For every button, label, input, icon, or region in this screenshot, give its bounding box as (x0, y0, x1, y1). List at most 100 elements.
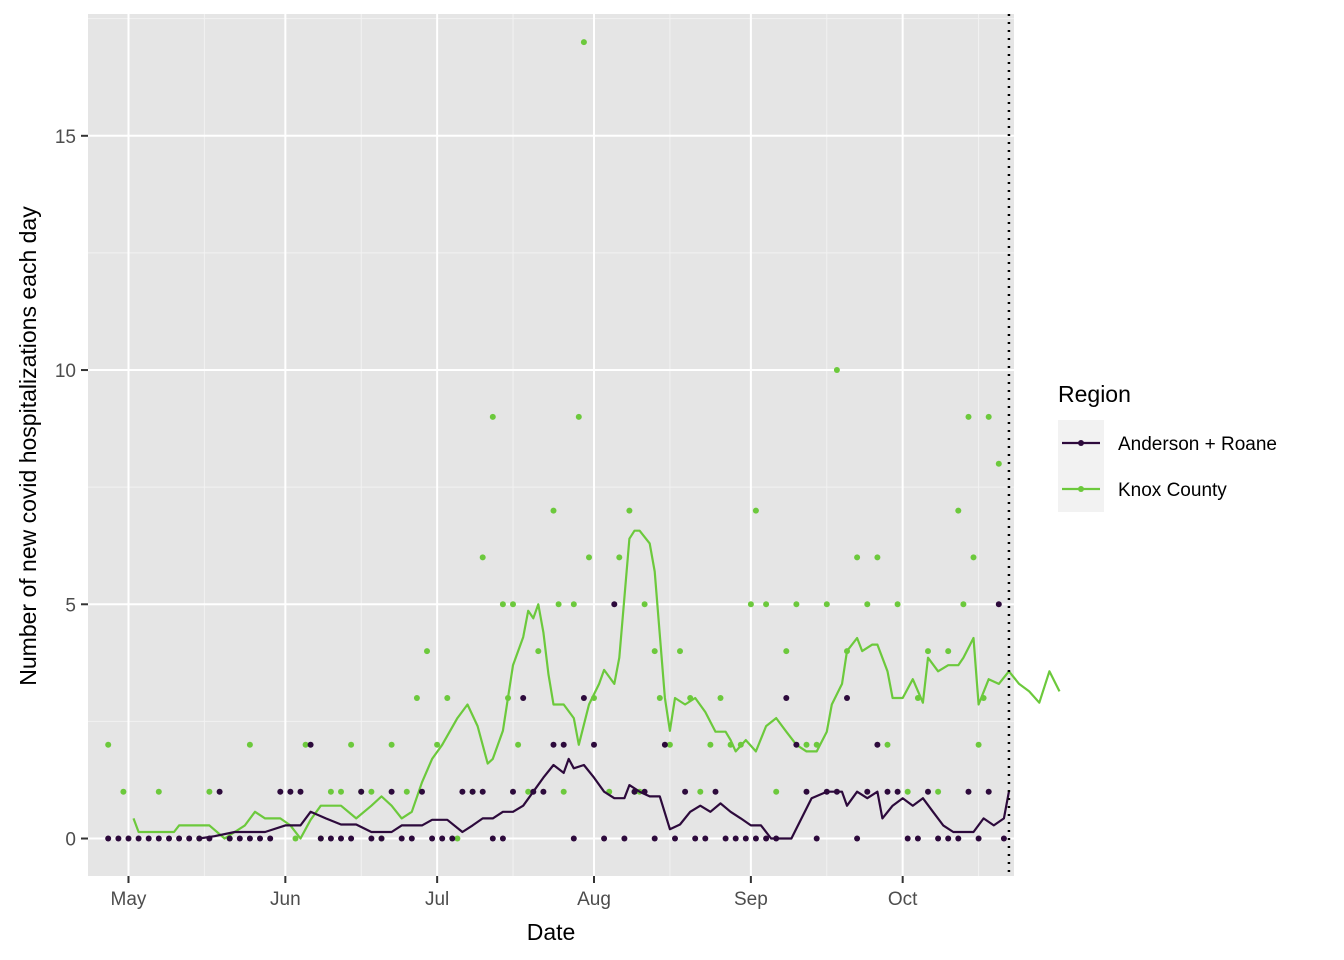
data-point-knox-county (813, 741, 820, 748)
data-point-anderson-roane (439, 835, 446, 842)
data-point-anderson-roane (935, 835, 942, 842)
data-point-knox-county (555, 601, 562, 608)
data-point-anderson-roane (429, 835, 436, 842)
series-layer (105, 39, 1061, 842)
data-point-knox-county (535, 648, 542, 655)
data-point-anderson-roane (884, 788, 891, 795)
data-point-knox-county (580, 39, 587, 46)
data-point-anderson-roane (479, 788, 486, 795)
data-point-anderson-roane (186, 835, 193, 842)
data-point-anderson-roane (570, 835, 577, 842)
data-point-knox-county (884, 741, 891, 748)
data-point-anderson-roane (955, 835, 962, 842)
data-point-anderson-roane (378, 835, 385, 842)
data-point-anderson-roane (358, 788, 365, 795)
data-point-knox-county (515, 741, 522, 748)
data-point-knox-county (727, 741, 734, 748)
data-point-anderson-roane (854, 835, 861, 842)
data-point-anderson-roane (560, 741, 567, 748)
data-point-knox-county (833, 367, 840, 373)
x-axis-title: Date (527, 919, 576, 945)
data-point-knox-county (120, 788, 127, 795)
data-point-knox-county (444, 695, 451, 701)
data-point-knox-county (454, 835, 461, 842)
data-point-anderson-roane (499, 835, 506, 842)
data-point-knox-county (424, 648, 430, 655)
data-point-anderson-roane (580, 695, 587, 701)
x-tick-label: Jun (270, 889, 301, 910)
data-point-knox-county (651, 648, 658, 655)
data-point-anderson-roane (338, 835, 344, 842)
data-point-anderson-roane (833, 788, 840, 795)
data-point-anderson-roane (752, 835, 759, 842)
data-point-anderson-roane (530, 788, 537, 795)
data-point-anderson-roane (540, 788, 547, 795)
data-point-knox-county (105, 741, 112, 748)
data-point-anderson-roane (894, 788, 901, 795)
data-point-knox-county (697, 788, 704, 795)
data-point-knox-county (510, 601, 516, 608)
data-point-anderson-roane (449, 835, 456, 842)
x-tick-label: Aug (577, 889, 611, 910)
data-point-anderson-roane (489, 835, 496, 842)
data-point-anderson-roane (742, 835, 749, 842)
data-point-anderson-roane (419, 788, 425, 795)
data-point-knox-county (560, 788, 567, 795)
legend-point-anderson-roane (1078, 440, 1084, 446)
data-point-anderson-roane (773, 835, 780, 842)
legend-label-knox-county: Knox County (1118, 480, 1227, 501)
data-point-anderson-roane (196, 835, 203, 842)
data-point-anderson-roane (965, 788, 972, 795)
x-axis: May Jun Jul Aug Sep Oct (111, 876, 918, 910)
data-point-knox-county (656, 695, 663, 701)
data-point-knox-county (803, 741, 810, 748)
data-point-anderson-roane (267, 835, 274, 842)
legend-point-knox-county (1078, 486, 1084, 492)
data-point-knox-county (914, 695, 921, 701)
data-point-knox-county (626, 507, 633, 514)
major-gridlines (88, 14, 1014, 876)
data-point-anderson-roane (793, 741, 800, 748)
data-point-anderson-roane (520, 695, 527, 701)
data-point-knox-county (970, 554, 977, 561)
data-point-anderson-roane (307, 741, 314, 748)
data-point-knox-county (348, 741, 355, 748)
legend-title: Region (1058, 381, 1131, 407)
data-point-anderson-roane (712, 788, 719, 795)
data-point-knox-county (489, 413, 496, 420)
data-point-anderson-roane (682, 788, 689, 795)
data-point-knox-county (570, 601, 577, 608)
y-axis-title: Number of new covid hospitalizations eac… (15, 206, 41, 686)
data-point-knox-county (591, 695, 597, 701)
data-point-anderson-roane (155, 835, 162, 842)
data-point-anderson-roane (823, 788, 830, 795)
data-point-knox-county (747, 601, 754, 608)
data-point-knox-county (975, 741, 982, 748)
data-point-anderson-roane (864, 788, 871, 795)
plot-panel (88, 14, 1014, 876)
data-point-anderson-roane (591, 741, 597, 748)
data-point-anderson-roane (732, 835, 739, 842)
data-point-anderson-roane (783, 695, 790, 701)
data-point-knox-county (960, 601, 967, 608)
data-point-anderson-roane (287, 788, 294, 795)
data-point-anderson-roane (105, 835, 112, 842)
x-tick-label: Oct (888, 889, 918, 910)
series-line-anderson-roane (199, 757, 1010, 840)
data-point-anderson-roane (408, 835, 415, 842)
data-point-anderson-roane (925, 788, 931, 795)
legend-label-anderson-roane: Anderson + Roane (1118, 434, 1277, 455)
data-point-knox-county (586, 554, 592, 561)
data-point-anderson-roane (692, 835, 699, 842)
data-point-knox-county (575, 413, 582, 420)
data-point-anderson-roane (661, 741, 668, 748)
data-point-knox-county (413, 695, 420, 701)
data-point-anderson-roane (317, 835, 324, 842)
data-point-anderson-roane (166, 835, 172, 842)
data-point-anderson-roane (904, 835, 911, 842)
data-point-anderson-roane (722, 835, 729, 842)
data-point-anderson-roane (388, 788, 395, 795)
data-point-anderson-roane (236, 835, 243, 842)
data-point-knox-county (980, 695, 987, 701)
data-point-anderson-roane (611, 601, 618, 608)
